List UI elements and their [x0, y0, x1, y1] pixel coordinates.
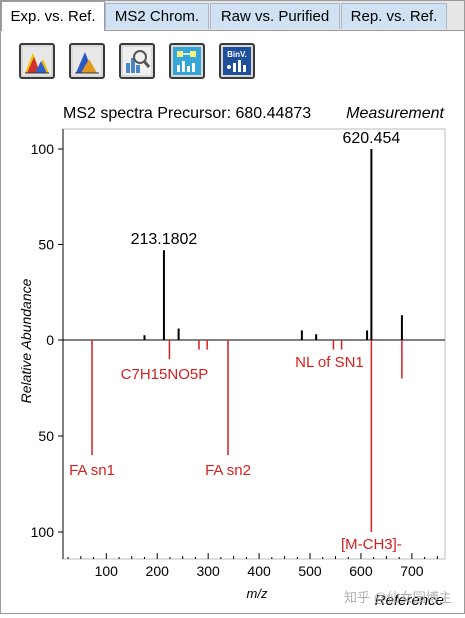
- zoom-chart-button[interactable]: [119, 43, 155, 79]
- binv-icon-text: BinV.: [227, 50, 247, 59]
- reference-peak-label: [M-CH3]-: [341, 536, 402, 553]
- molecule-chart-icon: [173, 47, 201, 75]
- tab-exp-vs-ref[interactable]: Exp. vs. Ref.: [1, 1, 105, 31]
- tab-raw-vs-purified[interactable]: Raw vs. Purified: [210, 3, 340, 29]
- y-tick-label: 50: [38, 428, 54, 444]
- y-tick-label: 0: [46, 332, 54, 348]
- binv-chart-button[interactable]: BinV.: [219, 43, 255, 79]
- measurement-label: Measurement: [346, 105, 444, 122]
- peak-label: 620.454: [342, 130, 400, 147]
- y-tick-label: 50: [38, 237, 54, 253]
- x-tick-label: 700: [400, 563, 424, 579]
- reference-peak-label: FA sn1: [69, 462, 115, 479]
- reference-peak-label: FA sn2: [205, 462, 251, 479]
- x-tick-label: 500: [298, 563, 322, 579]
- ms2-spectrum-chart: MS2 spectra Precursor: 680.44873 Measure…: [1, 93, 464, 613]
- x-tick-label: 300: [196, 563, 220, 579]
- toolbar: BinV.: [1, 31, 464, 89]
- reference-label: Reference: [375, 592, 444, 609]
- tab-bar: Exp. vs. Ref. MS2 Chrom. Raw vs. Purifie…: [1, 1, 464, 31]
- zoom-bar-chart-icon: [123, 47, 151, 75]
- tab-rep-vs-ref[interactable]: Rep. vs. Ref.: [341, 3, 447, 29]
- y-axis-label: Relative Abundance: [18, 278, 34, 403]
- plot-area-frame: [62, 128, 446, 560]
- peak-label: 213.1802: [131, 231, 198, 248]
- reference-peak-label: C7H15NO5P: [121, 366, 209, 383]
- x-tick-label: 600: [349, 563, 373, 579]
- reference-peak-label: NL of SN1: [295, 354, 364, 371]
- tab-ms2-chrom[interactable]: MS2 Chrom.: [105, 3, 209, 29]
- x-tick-label: 400: [247, 563, 271, 579]
- spectrum-blue-button[interactable]: [69, 43, 105, 79]
- y-tick-label: 100: [31, 524, 55, 540]
- binv-chart-icon: BinV.: [223, 47, 251, 75]
- molecule-chart-button[interactable]: [169, 43, 205, 79]
- x-axis-label: m/z: [247, 586, 268, 601]
- chart-title: MS2 spectra Precursor: 680.44873: [63, 105, 311, 122]
- spectrum-blue-icon: [73, 47, 101, 75]
- watermark: 知乎 @仙女园博主: [344, 590, 452, 605]
- x-tick-label: 200: [146, 563, 170, 579]
- spectrum-color-icon: [23, 47, 51, 75]
- spectrum-color-button[interactable]: [19, 43, 55, 79]
- chart-svg: MS2 spectra Precursor: 680.44873 Measure…: [18, 105, 452, 609]
- y-tick-label: 100: [31, 141, 55, 157]
- x-tick-label: 100: [95, 563, 119, 579]
